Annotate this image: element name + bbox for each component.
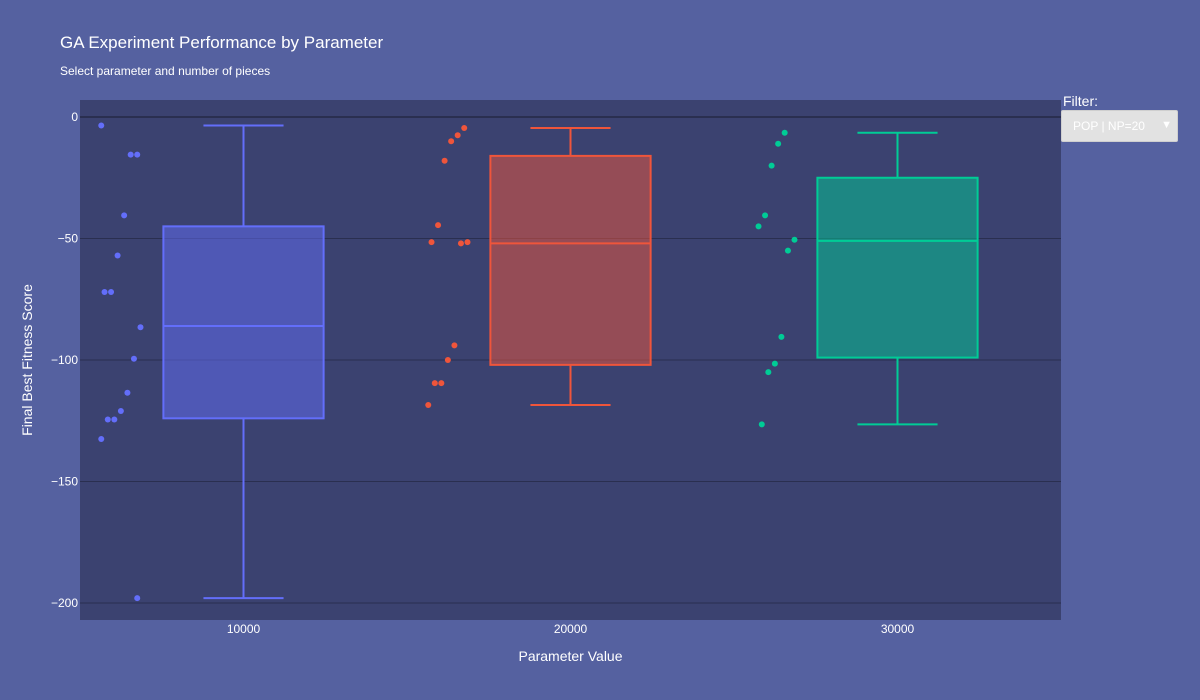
data-point bbox=[111, 416, 118, 423]
box-series bbox=[162, 124, 979, 600]
data-point bbox=[457, 240, 464, 247]
data-point bbox=[127, 151, 134, 158]
data-point bbox=[104, 416, 111, 423]
data-point bbox=[108, 288, 115, 295]
data-point bbox=[758, 421, 765, 428]
point-series bbox=[98, 122, 798, 602]
data-point bbox=[137, 324, 144, 331]
x-axis-title: Parameter Value bbox=[518, 648, 622, 664]
data-point bbox=[435, 222, 442, 229]
chart-subtitle: Select parameter and number of pieces bbox=[60, 64, 271, 78]
y-tick-label: −100 bbox=[51, 353, 78, 367]
data-point bbox=[431, 380, 438, 387]
data-point bbox=[781, 129, 788, 136]
data-point bbox=[425, 401, 432, 408]
data-point bbox=[755, 223, 762, 230]
data-point bbox=[771, 360, 778, 367]
data-point bbox=[791, 236, 798, 243]
x-tick-label: 30000 bbox=[881, 622, 915, 636]
data-point bbox=[124, 389, 131, 396]
data-point bbox=[775, 140, 782, 147]
data-point bbox=[98, 435, 105, 442]
chevron-down-icon: ▼ bbox=[1161, 119, 1172, 131]
data-point bbox=[448, 138, 455, 145]
box-iqr bbox=[489, 154, 652, 366]
data-point bbox=[461, 124, 468, 131]
data-point bbox=[444, 357, 451, 363]
box-iqr bbox=[816, 176, 979, 359]
x-tick-label: 10000 bbox=[227, 622, 261, 636]
data-point bbox=[441, 157, 448, 164]
y-axis-title: Final Best Fitness Score bbox=[19, 284, 35, 436]
data-point bbox=[438, 380, 445, 387]
box-10000 bbox=[162, 124, 325, 600]
x-tick-label: 20000 bbox=[554, 622, 588, 636]
chart-title: GA Experiment Performance by Parameter bbox=[60, 33, 384, 52]
data-point bbox=[428, 239, 435, 246]
data-point bbox=[464, 239, 471, 246]
x-axis-ticks: 10000 20000 30000 bbox=[227, 622, 915, 636]
data-point bbox=[121, 212, 128, 219]
data-point bbox=[768, 162, 775, 169]
box-iqr bbox=[162, 225, 325, 420]
y-tick-label: 0 bbox=[71, 110, 78, 124]
filter-label: Filter: bbox=[1063, 93, 1098, 109]
data-point bbox=[778, 333, 785, 340]
y-axis-ticks: 0 −50 −100 −150 −200 bbox=[51, 110, 78, 610]
y-tick-label: −150 bbox=[51, 474, 78, 488]
data-point bbox=[134, 595, 141, 602]
y-tick-label: −200 bbox=[51, 596, 78, 610]
data-point bbox=[101, 288, 108, 295]
data-point bbox=[117, 408, 124, 415]
data-point bbox=[134, 151, 141, 158]
data-point bbox=[451, 342, 458, 349]
y-tick-label: −50 bbox=[58, 232, 79, 246]
data-point bbox=[114, 252, 121, 259]
data-point bbox=[454, 132, 461, 139]
data-point bbox=[765, 369, 772, 376]
data-point bbox=[130, 355, 137, 362]
data-point bbox=[762, 212, 769, 219]
data-point bbox=[98, 122, 105, 129]
box-20000 bbox=[489, 126, 652, 406]
filter-selected-value: POP | NP=20 bbox=[1073, 119, 1145, 133]
box-30000 bbox=[816, 131, 979, 426]
filter-dropdown[interactable]: POP | NP=20 ▼ bbox=[1061, 110, 1178, 142]
data-point bbox=[784, 247, 791, 254]
